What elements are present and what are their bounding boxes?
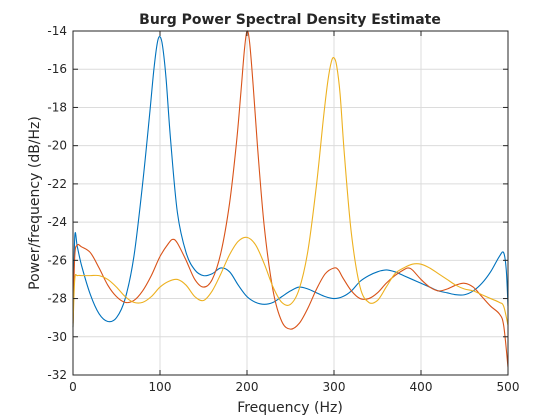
- y-tick-label: -24: [47, 215, 67, 229]
- y-tick-label: -18: [47, 100, 67, 114]
- x-tick-label: 400: [410, 380, 433, 394]
- y-tick-label: -16: [47, 62, 67, 76]
- series-layer: [72, 30, 509, 368]
- tick-layer: 0 100 200 300 400 500 -32 -30 -28 -26 -24 -22 -20 -18…: [47, 24, 519, 394]
- y-axis-label: Power/frequency (dB/Hz): [27, 116, 43, 290]
- x-tick-label: 500: [497, 380, 520, 394]
- series-line-2: [72, 30, 509, 368]
- y-tick-label: -22: [47, 177, 67, 191]
- y-tick-label: -20: [47, 139, 67, 153]
- y-tick-label: -26: [47, 253, 67, 267]
- plot-area-frame: [72, 30, 509, 376]
- chart-title: Burg Power Spectral Density Estimate: [139, 12, 441, 28]
- series-line-3: [72, 57, 509, 328]
- y-tick-label: -30: [47, 330, 67, 344]
- x-tick-label: 100: [149, 380, 172, 394]
- y-tick-label: -28: [47, 292, 67, 306]
- x-tick-label: 200: [236, 380, 259, 394]
- x-tick-label: 0: [69, 380, 77, 394]
- plot-area-background: [73, 31, 508, 375]
- x-axis-label: Frequency (Hz): [237, 400, 343, 416]
- grid-layer: [72, 30, 509, 376]
- y-tick-label: -14: [47, 24, 67, 38]
- y-tick-label: -32: [47, 368, 67, 382]
- x-tick-label: 300: [323, 380, 346, 394]
